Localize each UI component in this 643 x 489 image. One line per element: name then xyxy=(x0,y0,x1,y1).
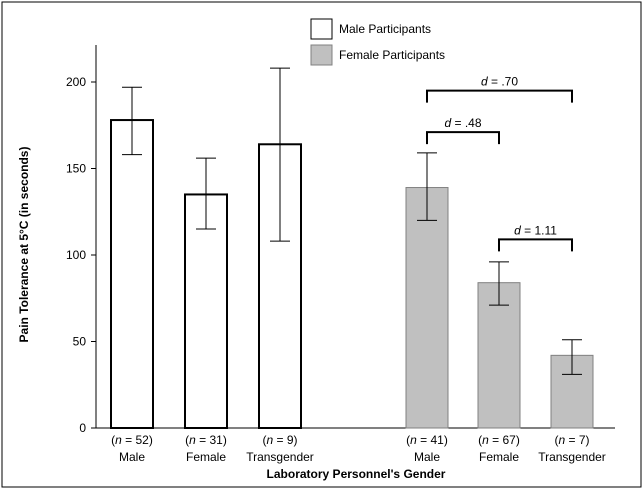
legend-swatch-0 xyxy=(310,18,333,40)
category-label-1-2: Transgender xyxy=(538,450,606,464)
y-tick-label-100: 100 xyxy=(66,248,86,262)
bar-1-1 xyxy=(477,282,521,429)
category-label-0-2: Transgender xyxy=(246,450,314,464)
axes: 0 50 100 150 200 xyxy=(66,45,615,435)
n-label-0-1: (n = 31) xyxy=(185,433,227,447)
n-label-1-1: (n = 67) xyxy=(478,433,520,447)
y-tick-label-200: 200 xyxy=(66,75,86,89)
n-label-0-2: (n = 9) xyxy=(262,433,297,447)
annotation-bracket-1 xyxy=(426,131,500,145)
annotation-bracket-2 xyxy=(498,238,573,252)
n-label-0-0: (n = 52) xyxy=(111,433,153,447)
bar-1-0 xyxy=(405,187,449,429)
category-label-0-0: Male xyxy=(119,450,145,464)
category-label-1-1: Female xyxy=(479,450,519,464)
legend-label-0: Male Participants xyxy=(339,22,431,36)
bar-0-2 xyxy=(258,143,302,429)
annotation-label-1: d = .48 xyxy=(444,116,481,130)
legend-swatch-1 xyxy=(310,44,333,66)
effect-size-annotations: d = .70 d = .48 d = 1.11 xyxy=(426,75,573,252)
n-label-1-0: (n = 41) xyxy=(406,433,448,447)
x-axis-title: Laboratory Personnel's Gender xyxy=(267,467,446,481)
n-label-1-2: (n = 7) xyxy=(554,433,589,447)
annotation-bracket-0 xyxy=(426,89,573,103)
bar-0-1 xyxy=(184,193,228,429)
y-tick-label-0: 0 xyxy=(79,421,86,435)
y-tick-label-50: 50 xyxy=(73,335,87,349)
category-label-1-0: Male xyxy=(414,450,440,464)
legend: Male Participants Female Participants xyxy=(310,18,445,66)
y-tick-label-150: 150 xyxy=(66,162,86,176)
category-labels: (n = 52) Male (n = 31) Female (n = 9) Transge… xyxy=(111,433,606,464)
bars xyxy=(110,119,594,429)
annotation-label-2: d = 1.11 xyxy=(514,223,557,237)
error-bars xyxy=(122,67,582,375)
category-label-0-1: Female xyxy=(186,450,226,464)
legend-label-1: Female Participants xyxy=(339,48,445,62)
y-axis-title: Pain Tolerance at 5°C (in seconds) xyxy=(17,147,31,343)
bar-0-0 xyxy=(110,119,154,429)
annotation-label-0: d = .70 xyxy=(481,75,518,89)
